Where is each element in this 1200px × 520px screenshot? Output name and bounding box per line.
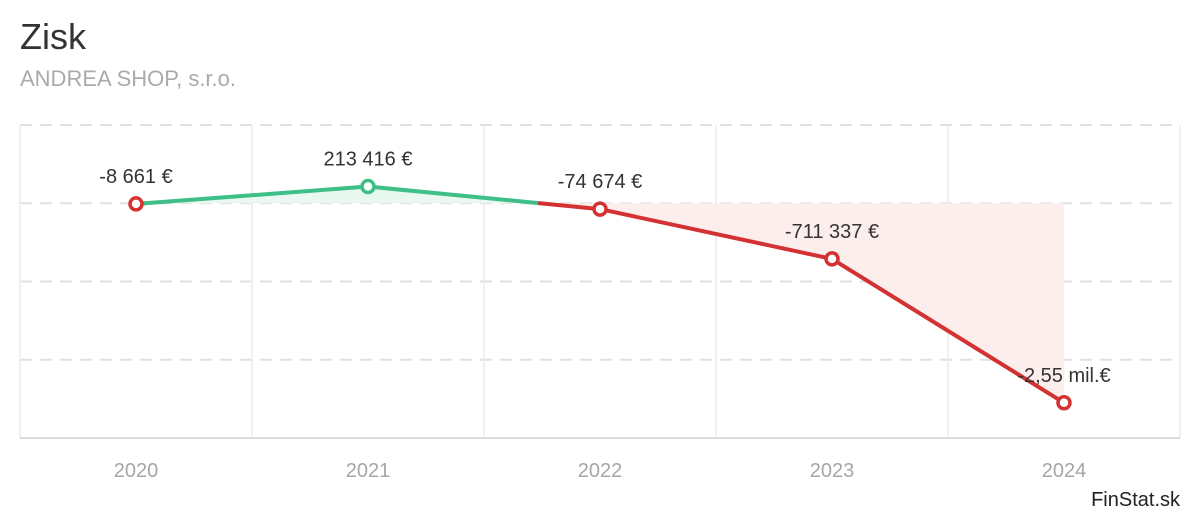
- series-line-segment: [537, 201, 602, 212]
- data-label-2021: 213 416 €: [324, 149, 413, 171]
- data-label-2024: -2,55 mil.€: [1017, 365, 1110, 387]
- x-tick-2020: 2020: [114, 460, 159, 482]
- finstat-credit-link[interactable]: FinStat.sk: [1091, 489, 1180, 511]
- x-tick-2024: 2024: [1042, 460, 1087, 482]
- series-line-segment: [598, 207, 834, 261]
- series-line-segment: [366, 184, 542, 206]
- data-point-2024: [1056, 395, 1072, 411]
- x-tick-2023: 2023: [810, 460, 855, 482]
- area-fill: [832, 203, 1064, 403]
- data-point-2023: [824, 251, 840, 267]
- chart-title: Zisk: [20, 16, 86, 57]
- x-tick-2021: 2021: [346, 460, 391, 482]
- data-point-2021: [360, 178, 376, 195]
- data-point-2022: [592, 201, 608, 217]
- x-tick-2022: 2022: [578, 460, 623, 482]
- data-label-2020: -8 661 €: [99, 166, 172, 188]
- data-label-2023: -711 337 €: [785, 221, 879, 243]
- data-point-2020: [128, 196, 144, 212]
- data-label-2022: -74 674 €: [558, 171, 643, 193]
- series-line-segment: [830, 256, 1066, 405]
- chart-subtitle: ANDREA SHOP, s.r.o.: [20, 66, 237, 91]
- series-line-segment: [143, 184, 370, 206]
